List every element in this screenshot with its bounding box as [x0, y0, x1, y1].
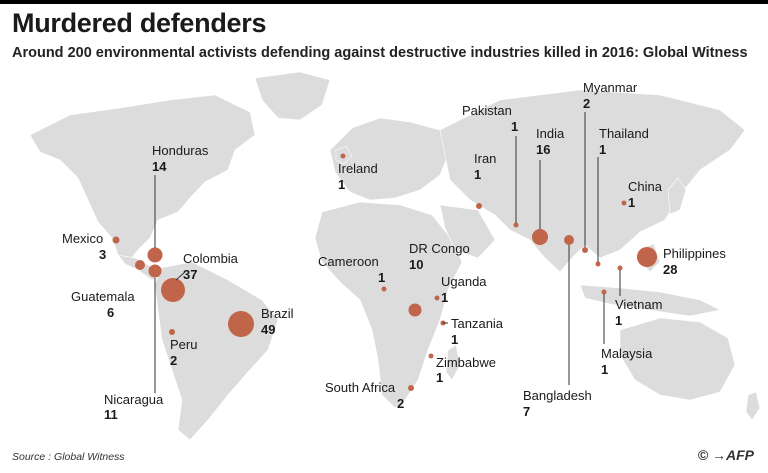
- label-peru: Peru: [170, 337, 197, 352]
- landmasses: [29, 71, 761, 441]
- bubble-pakistan: [513, 222, 519, 228]
- bubble-mexico: [112, 236, 120, 244]
- value-pakistan: 1: [511, 119, 518, 134]
- bubble-ireland: [340, 153, 346, 159]
- label-mexico: Mexico: [62, 231, 103, 246]
- value-honduras: 14: [152, 159, 167, 174]
- land-australia: [619, 317, 736, 401]
- land-madagascar: [445, 344, 461, 381]
- value-mexico: 3: [99, 247, 106, 262]
- label-china: China: [628, 179, 663, 194]
- value-malaysia: 1: [601, 362, 608, 377]
- bubble-bangladesh: [564, 235, 574, 245]
- afp-credit: © →AFP: [697, 447, 754, 463]
- bubble-nicaragua: [148, 264, 162, 278]
- value-guatemala: 6: [107, 305, 114, 320]
- value-uganda: 1: [441, 290, 448, 305]
- value-vietnam: 1: [615, 313, 622, 328]
- label-malaysia: Malaysia: [601, 346, 653, 361]
- value-philippines: 28: [663, 262, 677, 277]
- bubble-honduras: [147, 247, 163, 263]
- bubble-dr-congo: [408, 303, 422, 317]
- bubble-guatemala: [135, 260, 145, 270]
- bubbles: [112, 153, 657, 391]
- label-nicaragua: Nicaragua: [104, 392, 164, 407]
- bubble-south-africa: [408, 385, 414, 391]
- page-subtitle: Around 200 environmental activists defen…: [12, 45, 748, 61]
- value-south-africa: 2: [397, 396, 404, 411]
- land-europe: [329, 117, 451, 201]
- bubble-china: [621, 200, 627, 206]
- label-guatemala: Guatemala: [71, 289, 135, 304]
- value-thailand: 1: [599, 142, 606, 157]
- bubble-zimbabwe: [428, 353, 434, 359]
- label-dr-congo: DR Congo: [409, 241, 470, 256]
- country-labels: Honduras 14 Mexico 3 Colombia 37 Guatema…: [62, 80, 726, 422]
- value-china: 1: [628, 195, 635, 210]
- bubble-uganda: [434, 295, 440, 301]
- value-colombia: 37: [183, 267, 197, 282]
- label-cameroon: Cameroon: [318, 254, 379, 269]
- bubble-thailand: [595, 261, 601, 267]
- value-zimbabwe: 1: [436, 370, 443, 385]
- label-honduras: Honduras: [152, 143, 209, 158]
- land-greenland: [254, 71, 331, 121]
- label-south-africa: South Africa: [325, 380, 396, 395]
- value-brazil: 49: [261, 322, 275, 337]
- label-uganda: Uganda: [441, 274, 487, 289]
- bubble-colombia: [161, 278, 185, 302]
- land-new-zealand: [745, 391, 761, 421]
- value-myanmar: 2: [583, 96, 590, 111]
- land-north-america: [29, 94, 256, 263]
- bubble-malaysia: [601, 289, 607, 295]
- bubble-vietnam: [617, 265, 623, 271]
- label-bangladesh: Bangladesh: [523, 388, 592, 403]
- page-title: Murdered defenders: [12, 8, 267, 38]
- top-rule: [0, 0, 768, 4]
- value-tanzania: 1: [451, 332, 458, 347]
- value-ireland: 1: [338, 177, 345, 192]
- label-myanmar: Myanmar: [583, 80, 638, 95]
- bubble-brazil: [228, 311, 254, 337]
- label-vietnam: Vietnam: [615, 297, 662, 312]
- bubble-iran: [476, 203, 482, 209]
- label-pakistan: Pakistan: [462, 103, 512, 118]
- leader-lines: [154, 112, 621, 393]
- land-south-america: [154, 261, 279, 441]
- land-indonesia: [579, 284, 721, 317]
- label-iran: Iran: [474, 151, 496, 166]
- bubble-cameroon: [381, 286, 387, 292]
- label-zimbabwe: Zimbabwe: [436, 355, 496, 370]
- bubble-india: [532, 229, 548, 245]
- value-cameroon: 1: [378, 270, 385, 285]
- land-arabia: [439, 204, 496, 259]
- value-dr-congo: 10: [409, 257, 423, 272]
- value-iran: 1: [474, 167, 481, 182]
- value-india: 16: [536, 142, 550, 157]
- label-tanzania: Tanzania: [451, 316, 504, 331]
- land-japan: [667, 177, 687, 215]
- bubble-peru: [169, 329, 175, 335]
- value-bangladesh: 7: [523, 404, 530, 419]
- label-ireland: Ireland: [338, 161, 378, 176]
- label-thailand: Thailand: [599, 126, 649, 141]
- label-india: India: [536, 126, 565, 141]
- label-colombia: Colombia: [183, 251, 239, 266]
- bubble-myanmar: [582, 247, 588, 253]
- bubble-philippines: [637, 247, 657, 267]
- value-peru: 2: [170, 353, 177, 368]
- label-brazil: Brazil: [261, 306, 294, 321]
- value-nicaragua: 11: [104, 407, 118, 422]
- leader-colombia: [175, 271, 186, 281]
- source-note: Source : Global Witness: [12, 451, 125, 463]
- label-philippines: Philippines: [663, 246, 726, 261]
